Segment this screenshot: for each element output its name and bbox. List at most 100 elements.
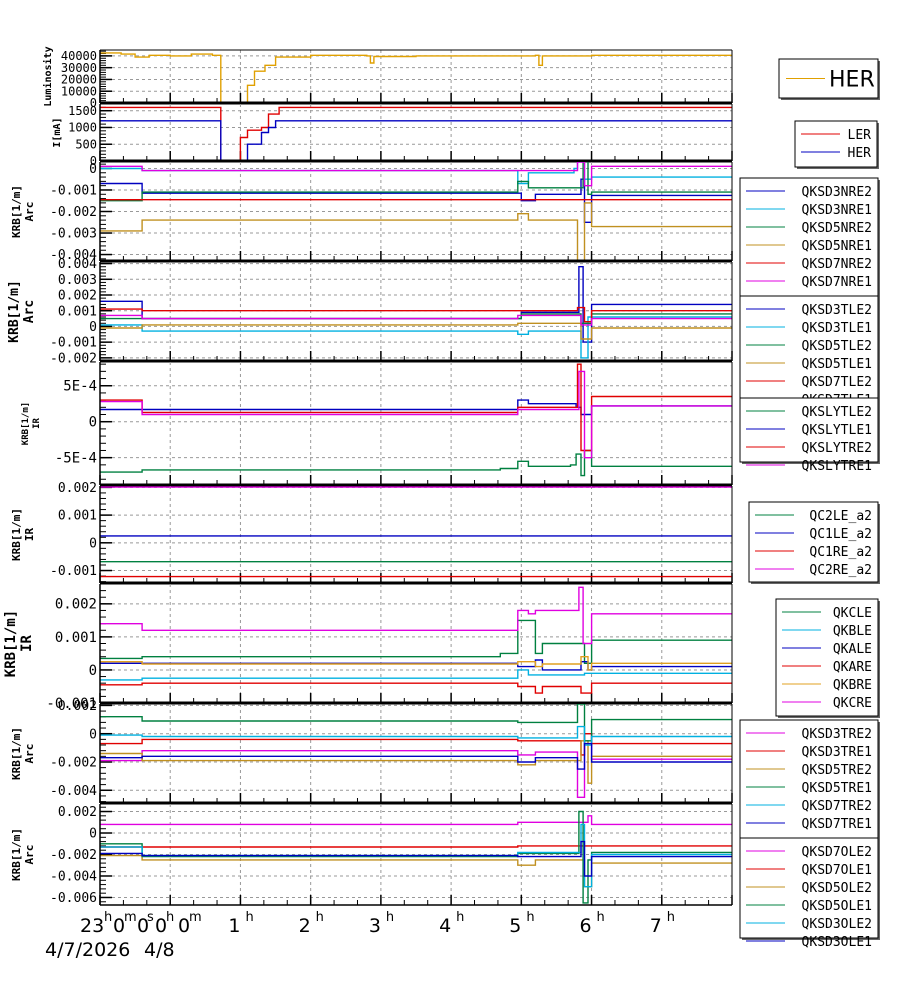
x-tick-label: 4	[439, 915, 451, 937]
y-axis-label: Arc	[23, 202, 36, 222]
y-tick-label: 10000	[61, 84, 97, 98]
series-group	[100, 162, 732, 261]
panel-ir-qk: 0.002 0.001 0 -0.001 KRB[1/m] IR	[3, 584, 733, 712]
series-qksd3nre1	[100, 162, 732, 185]
y-tick-label: 0	[90, 96, 97, 110]
y-axis-label: IR	[19, 635, 35, 652]
y-tick-label: 0.001	[58, 304, 97, 319]
y-tick-label: 0	[89, 827, 97, 842]
series-group	[100, 363, 732, 477]
series-qksd7nre1	[100, 162, 732, 187]
y-tick-label: 30000	[61, 61, 97, 75]
panel-ir-slyt: 5E-4 0 -5E-4 KRB[1/m] IR	[21, 362, 733, 487]
series-qkslytre2	[100, 363, 732, 452]
series-qkcre	[100, 586, 732, 645]
series-her	[100, 52, 732, 103]
x-date-label: 4/8	[144, 939, 175, 961]
legend-label: QKSD3TLE2	[802, 303, 872, 318]
x-tick-label: 2	[299, 915, 311, 937]
y-tick-label: 0.002	[58, 805, 97, 820]
y-tick-label: -0.006	[50, 891, 97, 906]
x-tick-label: 1	[228, 915, 240, 937]
legend-label: QKSD3TRE1	[802, 745, 872, 760]
legend-label: QKSD3TLE1	[802, 321, 872, 336]
x-tick-label-unit: h	[526, 910, 534, 925]
legend-label: QKSD5TRE2	[802, 763, 872, 778]
y-axis-label: Arc	[23, 744, 36, 764]
series-qksd7ole1	[100, 845, 732, 848]
legend-box	[739, 397, 879, 463]
series-group	[100, 52, 732, 103]
y-axis-label: IR	[32, 418, 42, 429]
series-qksd7tre2	[100, 725, 732, 746]
x-tick-label: 0	[178, 915, 190, 937]
legend-label: LER	[848, 128, 872, 143]
legend-label: QKSD5TRE1	[802, 781, 872, 796]
series-qksd5ole1	[100, 810, 732, 904]
y-tick-label: -0.004	[50, 870, 97, 885]
series-group	[100, 486, 732, 578]
legends: HERLERHERQKSD3NRE2QKSD3NRE1QKSD5NRE2QKSD…	[739, 58, 880, 950]
y-tick-label: 40000	[61, 49, 97, 63]
series-group	[100, 266, 732, 359]
y-tick-label: -0.004	[50, 248, 97, 263]
legend-label: QKBLE	[833, 624, 872, 639]
y-tick-label: -0.001	[50, 564, 97, 579]
y-axis-label: Arc	[22, 300, 37, 323]
x-tick-label: 6	[580, 915, 592, 937]
series-qkslytle2	[100, 449, 732, 477]
x-tick-label-unit: h	[456, 910, 464, 925]
legend-label: QC1RE_a2	[809, 545, 872, 560]
legend-label: QKSD5OLE1	[802, 899, 872, 914]
series-qksd3tre1	[100, 733, 732, 756]
y-tick-label: 5E-4	[63, 379, 97, 395]
x-tick-label-unit: m	[124, 910, 137, 925]
legend-label: QKSLYTLE2	[802, 405, 872, 420]
x-tick-label-unit: h	[597, 910, 605, 925]
legend-label: QKSD3TRE2	[802, 727, 872, 742]
y-tick-label: -0.001	[50, 336, 97, 351]
series-qkcle	[100, 619, 732, 664]
legend-label: QKSLYTLE1	[802, 423, 872, 438]
x-tick-label: 7	[650, 915, 662, 937]
y-tick-label: 0	[89, 162, 97, 177]
y-tick-label: -0.002	[50, 848, 97, 863]
legend-ir-qk: QKCLE QKBLE QKALE QKARE QKBRE QKCRE	[775, 598, 880, 718]
legend-label: QKSD7OLE2	[802, 845, 872, 860]
y-axis-label: I[mA]	[52, 117, 63, 147]
legend-label: QKCRE	[833, 696, 872, 711]
series-qksd5nre1	[100, 202, 732, 261]
x-tick-label-unit: h	[104, 910, 112, 925]
legend-label: QKSD3NRE2	[802, 185, 872, 200]
legend-label: QKSD5NRE1	[802, 239, 872, 254]
series-qksd7tle1	[100, 314, 732, 326]
legend-label: QKARE	[833, 660, 872, 675]
legend-arc-ole: QKSD7OLE2 QKSD7OLE1 QKSD5OLE2 QKSD5OLE1 QKSD…	[739, 837, 880, 950]
series-qksd3nre2	[100, 178, 732, 223]
x-tick-label: 0	[155, 915, 167, 937]
y-axis-label: Luminosity	[42, 46, 54, 106]
series-qksd5tle1	[100, 322, 732, 340]
y-tick-label: 0.004	[58, 257, 97, 272]
y-axis-label: Arc	[23, 845, 36, 865]
y-tick-label: 0.002	[58, 289, 97, 304]
series-qksd7tre1	[100, 742, 732, 770]
series-ler	[100, 106, 732, 161]
legend-arc-tre: QKSD3TRE2 QKSD3TRE1 QKSD5TRE2 QKSD5TRE1 QKSD…	[739, 719, 880, 842]
y-tick-label: -0.001	[50, 184, 97, 199]
panel-arc-ole: 0.002 0 -0.002 -0.004 -0.006 KRB[1/m] Arc	[10, 804, 733, 906]
series-qkare	[100, 682, 732, 694]
series-group	[100, 106, 732, 161]
y-tick-label: 1000	[68, 121, 97, 135]
x-tick-label-unit: s	[147, 910, 154, 925]
y-tick-label: 0.001	[58, 509, 97, 524]
legend-label: QKBRE	[833, 678, 872, 693]
y-axis-label: KRB[1/m]	[21, 402, 31, 445]
y-tick-label: 0.003	[58, 273, 97, 288]
y-axis-label: KRB[1/m]	[3, 610, 19, 677]
legend-label: QKSD7TRE2	[802, 799, 872, 814]
legend-current: LER HER	[794, 120, 879, 169]
series-qksd7tle2	[100, 306, 732, 323]
